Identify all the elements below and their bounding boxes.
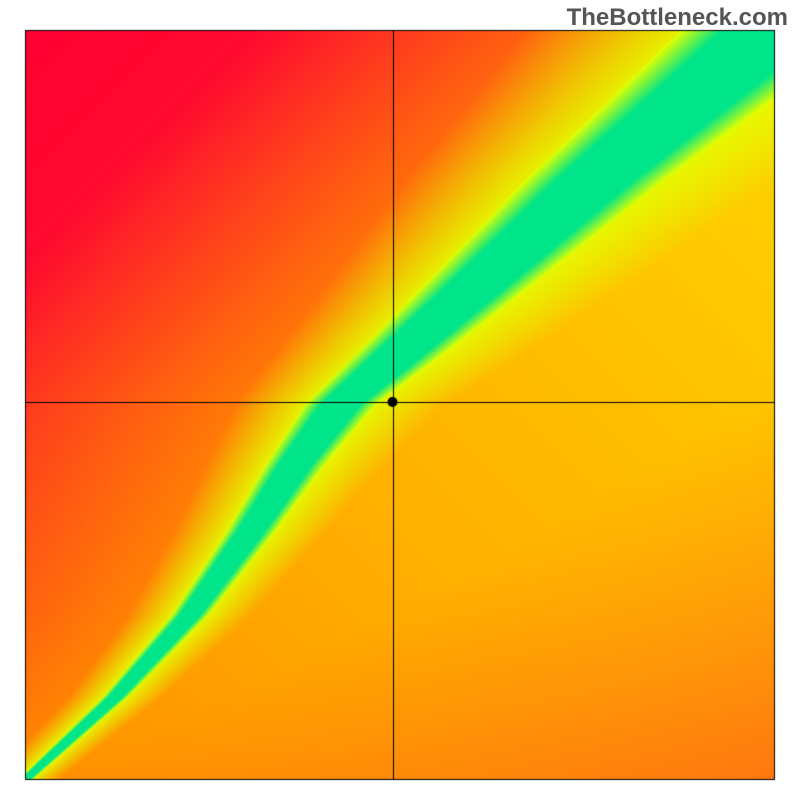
bottleneck-heatmap-container: TheBottleneck.com [0,0,800,800]
heatmap-canvas [0,0,800,800]
watermark-text: TheBottleneck.com [567,4,788,32]
